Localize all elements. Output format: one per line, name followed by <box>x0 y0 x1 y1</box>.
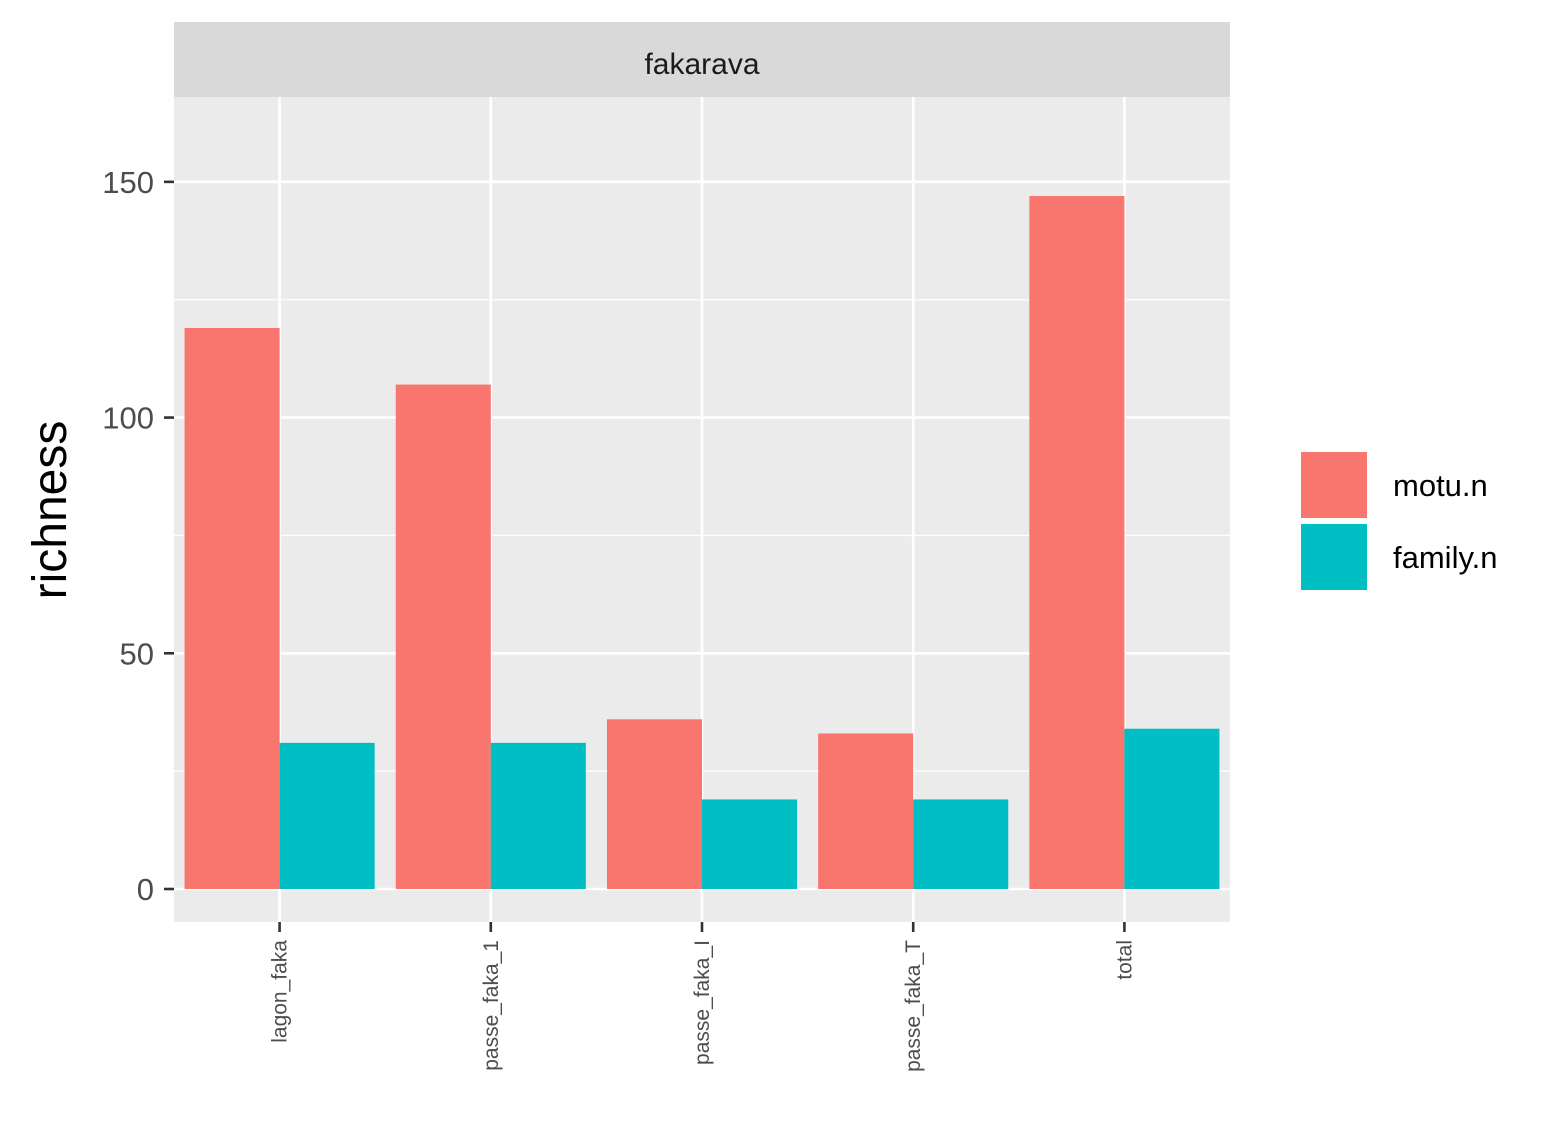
bars <box>184 196 1220 889</box>
bar-family.n-passe_faka_1 <box>490 742 586 889</box>
facet-strip-label: fakarava <box>644 48 759 81</box>
y-tick-label: 150 <box>102 165 154 200</box>
bar-family.n-passe_faka_T <box>913 799 1009 889</box>
y-axis-title: richness <box>24 421 77 600</box>
bar-family.n-passe_faka_I <box>702 799 798 889</box>
facet-strip <box>174 22 1230 97</box>
y-tick-label: 100 <box>102 401 154 436</box>
y-tick-label: 50 <box>120 636 154 671</box>
y-tick-label: 0 <box>137 872 154 907</box>
x-tick-label: total <box>1113 940 1136 980</box>
legend-label-motu.n: motu.n <box>1393 468 1488 503</box>
bar-motu.n-total <box>1029 196 1125 889</box>
x-tick-label: lagon_faka <box>269 940 292 1043</box>
bar-motu.n-lagon_faka <box>184 328 280 889</box>
legend-key-family.n <box>1301 524 1367 590</box>
x-axis: lagon_faka passe_faka_1 passe_faka_I passe_… <box>269 922 1136 1072</box>
y-axis: 0 50 100 150 <box>102 165 174 907</box>
x-tick-label: passe_faka_T <box>902 940 925 1072</box>
x-tick-label: passe_faka_I <box>691 940 714 1065</box>
bar-family.n-total <box>1124 728 1220 889</box>
bar-family.n-lagon_faka <box>279 742 375 889</box>
x-tick-label: passe_faka_1 <box>480 940 503 1071</box>
legend: motu.n family.n <box>1301 452 1498 590</box>
bar-motu.n-passe_faka_T <box>818 733 914 889</box>
bar-motu.n-passe_faka_1 <box>395 384 491 889</box>
legend-label-family.n: family.n <box>1393 540 1498 575</box>
legend-key-motu.n <box>1301 452 1367 518</box>
bar-motu.n-passe_faka_I <box>606 719 702 889</box>
